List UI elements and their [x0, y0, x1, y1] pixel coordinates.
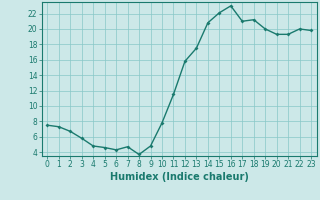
X-axis label: Humidex (Indice chaleur): Humidex (Indice chaleur): [110, 172, 249, 182]
